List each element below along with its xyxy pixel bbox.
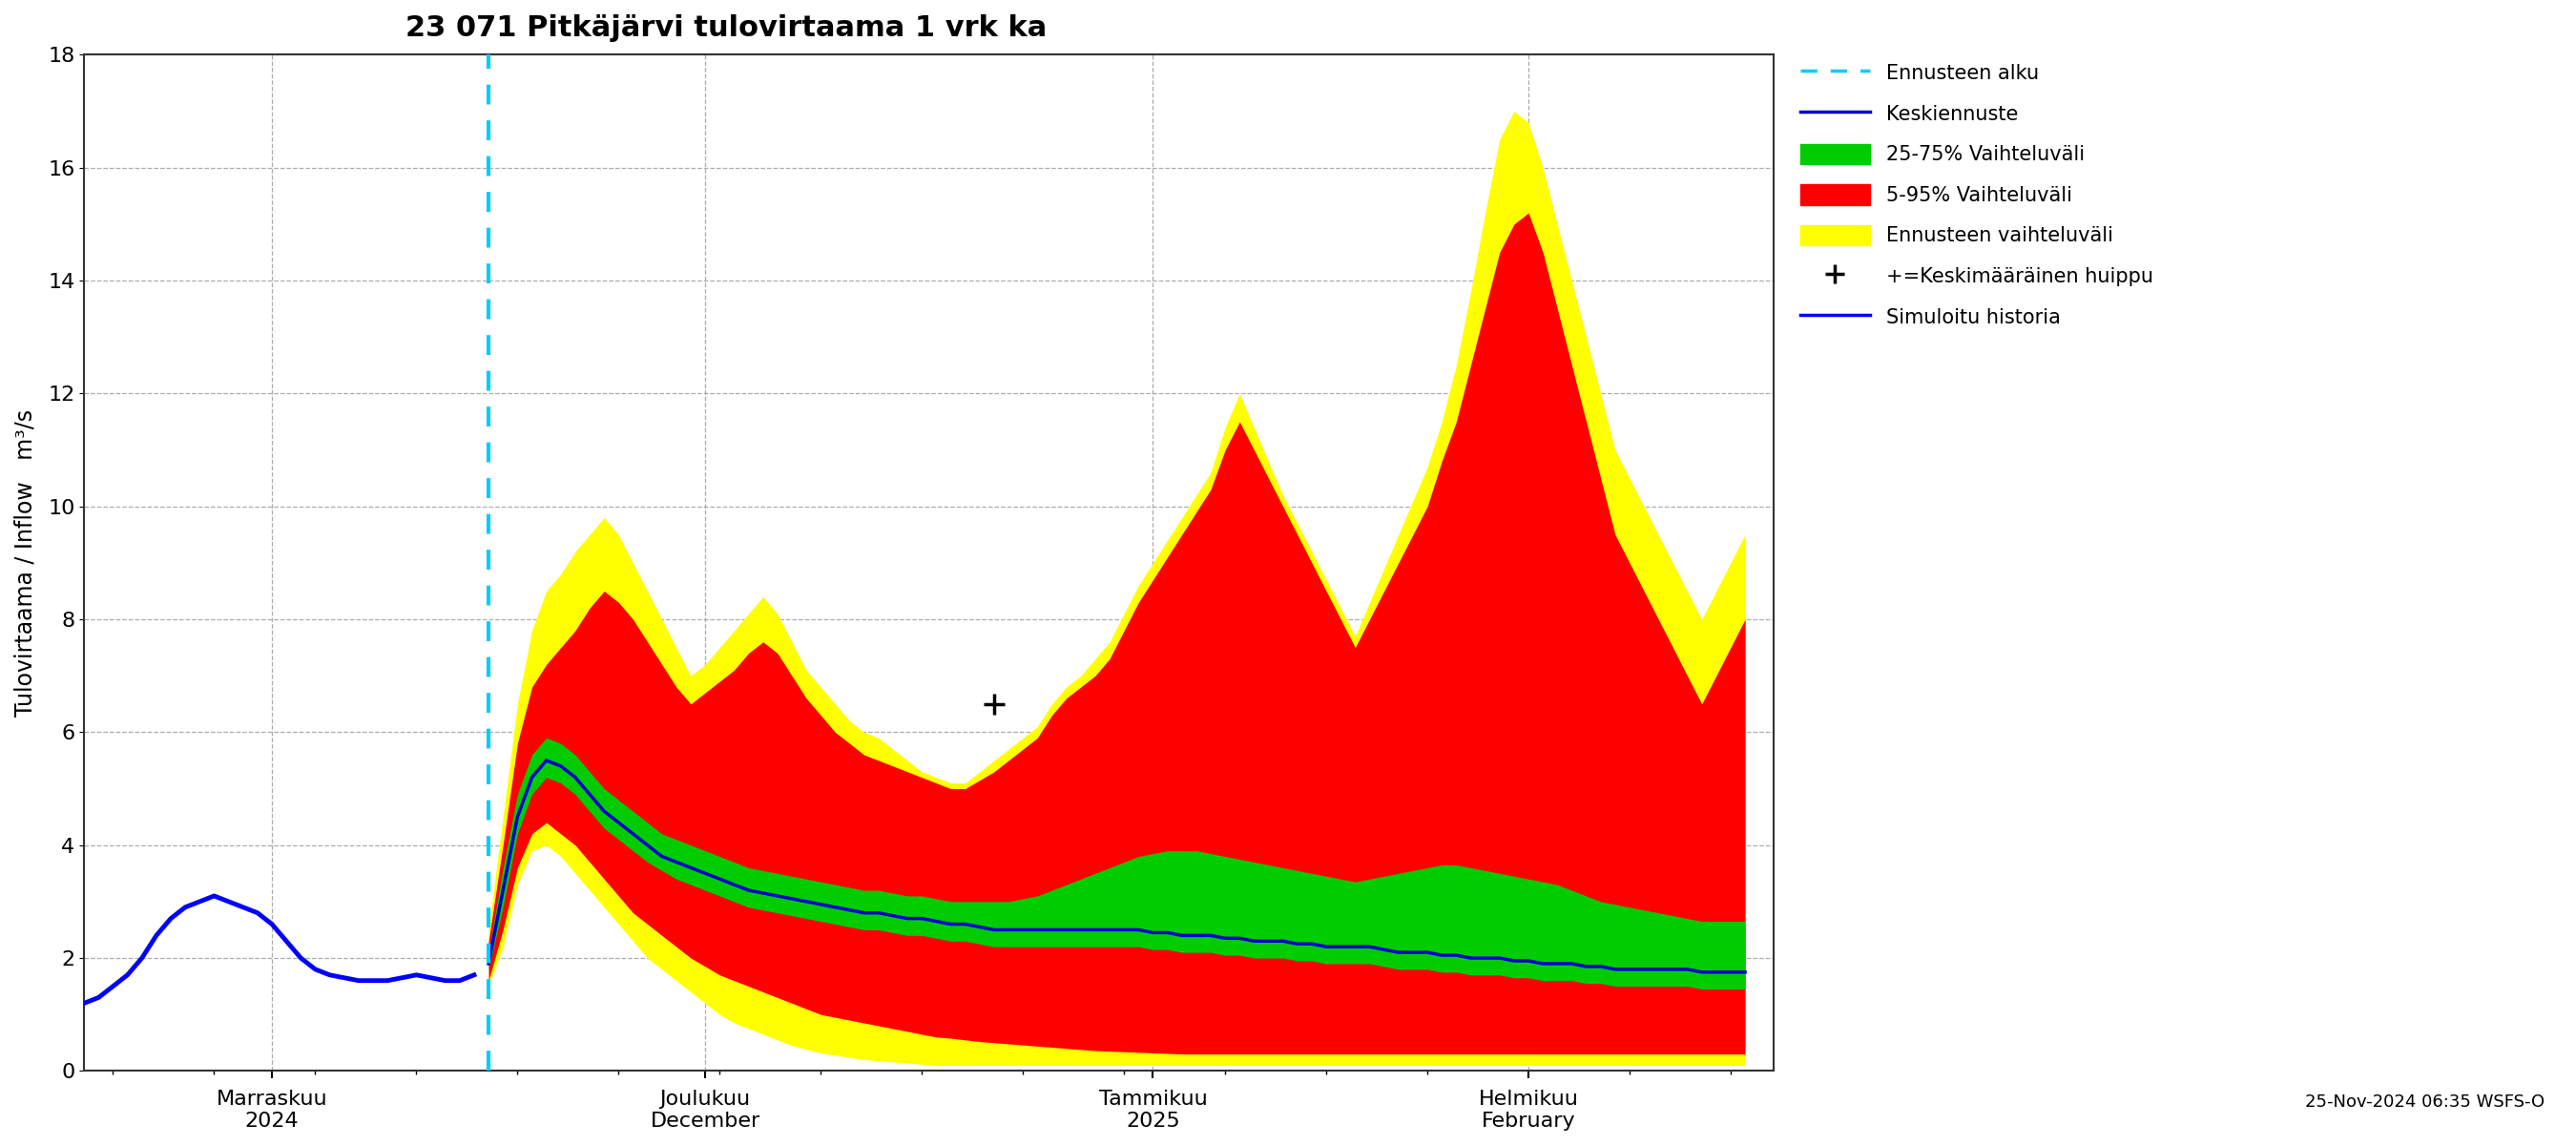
- Title: 23 071 Pitkäjärvi tulovirtaama 1 vrk ka: 23 071 Pitkäjärvi tulovirtaama 1 vrk ka: [404, 14, 1046, 42]
- Text: 25-Nov-2024 06:35 WSFS-O: 25-Nov-2024 06:35 WSFS-O: [2306, 1093, 2545, 1111]
- Y-axis label: Tulovirtaama / Inflow   m³/s: Tulovirtaama / Inflow m³/s: [15, 409, 36, 717]
- Legend: Ennusteen alku, Keskiennuste, 25-75% Vaihteluväli, 5-95% Vaihteluväli, Ennusteen: Ennusteen alku, Keskiennuste, 25-75% Vai…: [1793, 55, 2161, 334]
